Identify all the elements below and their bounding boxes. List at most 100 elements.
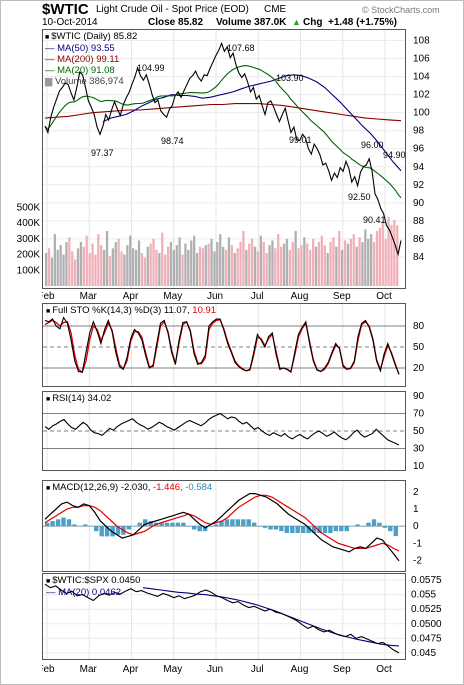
volume-tick-label: 100K: [17, 265, 41, 276]
price-annotation: 90.41: [363, 215, 386, 225]
volume-bar: [45, 253, 48, 286]
volume-bar: [358, 237, 361, 286]
sto-tick-label: 80: [413, 321, 425, 332]
macd-histogram-bar: [126, 526, 132, 530]
price-tick-label: 98: [413, 126, 425, 137]
ratio-y-axis: 0.045 0.0475 0.0500 0.0525 0.055 0.0575: [405, 573, 463, 659]
volume-bar: [323, 245, 326, 286]
macd-histogram-bar: [186, 526, 191, 527]
month-label: Oct: [376, 291, 392, 302]
volume-bar: [195, 253, 199, 286]
month-label: Apr: [123, 664, 139, 675]
volume-bar: [375, 231, 379, 286]
volume-bar: [146, 246, 149, 286]
volume-bar: [282, 243, 286, 286]
volume-bar: [381, 221, 384, 286]
xaxis-bottom-svg: Feb Mar Apr May Jun Jul Aug Sep Oct: [37, 664, 392, 675]
stochastic-panel: ■ Full STO %K(14,3) %D(3) 11.07, 10.91: [42, 303, 406, 387]
volume-bar: [111, 248, 114, 286]
date-label: 10-Oct-2014: [42, 17, 98, 28]
macd-histogram-bar: [295, 526, 300, 533]
month-label: Mar: [80, 664, 98, 675]
macd-histogram-bar: [170, 522, 175, 527]
volume-bar: [94, 254, 97, 286]
volume-bar: [277, 234, 280, 286]
macd-legend: ■ MACD(12,26,9) -2.030, -1.446, -0.584: [46, 482, 213, 493]
volume-bar: [332, 237, 335, 286]
ratio-panel: ■ $WTIC:$SPX 0.0450 — MA(20) 0.0462: [42, 573, 406, 660]
price-tick-label: 84: [413, 252, 425, 263]
price-tick-label: 108: [413, 36, 430, 47]
volume-bar: [274, 248, 277, 286]
macd-histogram-bar: [175, 522, 181, 527]
volume-bar: [346, 243, 350, 286]
volume-bar: [187, 249, 190, 286]
price-tick-label: 100: [413, 108, 430, 119]
volume-bar: [155, 249, 158, 286]
ratio-tick-label: 0.0475: [411, 633, 442, 644]
macd-histogram-bar: [110, 526, 115, 537]
macd-histogram-bar: [268, 526, 273, 530]
volume-bar: [259, 235, 262, 286]
volume-bar: [103, 249, 106, 286]
macd-histogram-bar: [393, 526, 398, 537]
macd-histogram-bar: [208, 526, 213, 527]
volume-bar: [242, 231, 245, 286]
volume-bar: [71, 251, 74, 286]
price-tick-label: 104: [413, 72, 430, 83]
volume-bar: [158, 253, 161, 286]
symbol-title: $WTIC: [42, 1, 89, 18]
volume-bar: [253, 246, 257, 286]
rsi-tick-label: 50: [413, 426, 425, 437]
month-label: Jul: [251, 291, 264, 302]
price-y-axis: 84 86 88 90 92 94 96 98 100 102 104 106 108: [405, 29, 463, 289]
month-label: Aug: [291, 664, 309, 675]
rsi-panel: ■ RSI(14) 34.02: [42, 391, 406, 471]
volume-bar: [117, 238, 120, 286]
macd-histogram-bar: [360, 526, 366, 527]
macd-tick-label: -2: [413, 555, 422, 566]
volume-bar: [161, 232, 164, 286]
volume-bar: [387, 216, 390, 286]
macd-histogram-bar: [252, 522, 257, 527]
macd-histogram-bar: [88, 526, 93, 527]
volume-bar: [230, 245, 233, 286]
macd-histogram-bar: [94, 526, 99, 532]
sto-y-axis: 20 50 80: [405, 303, 463, 385]
volume-bar: [343, 240, 347, 286]
volume-bar: [393, 220, 396, 286]
exchange-label: CME: [264, 4, 287, 15]
macd-histogram-bar: [344, 526, 349, 532]
rsi-legend: ■ RSI(14) 34.02: [46, 393, 112, 404]
rsi-tick-label: 10: [413, 461, 425, 469]
month-label: May: [163, 291, 182, 302]
price-tick-label: 102: [413, 90, 430, 101]
macd-histogram-bar: [224, 519, 230, 527]
volume-bar: [224, 249, 228, 286]
macd-panel: ■ MACD(12,26,9) -2.030, -1.446, -0.584: [42, 480, 406, 572]
macd-tick-label: 1: [413, 504, 419, 515]
volume-y-axis: 100K 200K 300K 400K 500K: [0, 29, 42, 289]
xaxis-top-svg: Feb Mar Apr May Jun Jul Aug Sep Oct: [37, 291, 392, 302]
watermark: © StockCharts.com: [362, 5, 440, 15]
volume-bar: [219, 234, 222, 286]
macd-yaxis-svg: -2 -1 0 1 2: [413, 487, 422, 567]
volume-bar: [297, 248, 300, 286]
volume-bar: [126, 245, 129, 286]
volume-bar: [91, 243, 94, 286]
ma50-line: [102, 74, 402, 172]
macd-histogram-bar: [219, 521, 224, 527]
volume-bar: [236, 248, 239, 286]
volume-bar: [97, 234, 100, 286]
ratio-tick-label: 0.0500: [411, 619, 442, 630]
month-label: May: [163, 664, 182, 675]
macd-histogram-bar: [213, 524, 219, 527]
month-label: Sep: [333, 291, 351, 302]
macd-histogram-bar: [246, 519, 251, 527]
macd-histogram-bar: [143, 519, 148, 527]
volume-bar: [143, 257, 146, 286]
volume-bar: [367, 238, 370, 286]
volume-bar: [105, 231, 109, 286]
volume-bar: [355, 246, 358, 286]
volume-bar: [164, 254, 167, 286]
